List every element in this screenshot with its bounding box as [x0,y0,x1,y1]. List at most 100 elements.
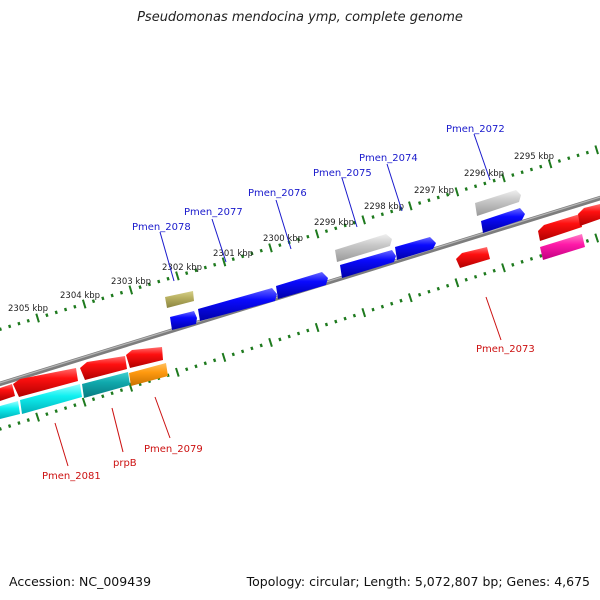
gene-feature[interactable] [475,190,521,216]
gene-label[interactable]: Pmen_2075 [313,168,372,179]
scale-major-tick [81,299,87,309]
gene-feature[interactable] [165,291,194,308]
scale-minor-tick [203,265,207,270]
scale-minor-tick [138,285,142,290]
gene-feature[interactable] [13,368,78,397]
scale-minor-tick [529,167,534,172]
scale-minor-tick [119,388,124,393]
scale-minor-tick [101,394,105,399]
scale-minor-tick [250,346,254,351]
gene-feature[interactable] [395,237,436,260]
scale-minor-tick [445,192,450,197]
scale-minor-tick [240,254,245,259]
scale-minor-tick [296,237,301,242]
scale-label: 2305 kbp [8,304,48,314]
scale-minor-tick [213,262,217,267]
gene-feature[interactable] [481,208,525,233]
scale-minor-tick [45,313,49,318]
scale-major-tick [221,257,227,267]
scale-minor-tick [483,271,487,276]
scale-major-tick [314,322,320,333]
scale-major-tick [268,337,273,348]
scale-minor-tick [464,277,468,282]
scale-minor-tick [250,251,254,256]
scale-major-tick [501,263,506,273]
scale-minor-tick [436,195,440,200]
gene-label[interactable]: Pmen_2079 [144,444,203,455]
gene-feature[interactable] [578,204,600,226]
gene-feature[interactable] [540,234,585,260]
scale-major-tick [35,412,40,422]
gene-feature[interactable] [80,356,127,380]
scale-minor-tick [576,153,580,158]
scale-minor-tick [110,293,114,298]
scale-minor-tick [203,361,207,366]
scale-minor-tick [185,367,189,372]
scale-major-tick [547,159,553,169]
scale-major-tick [454,187,460,197]
scale-major-tick [81,397,87,407]
scale-minor-tick [427,289,431,294]
gene-label[interactable]: Pmen_2076 [248,188,307,199]
gene-feature[interactable] [170,311,197,330]
scale-major-tick [361,215,366,225]
scale-minor-tick [473,274,478,279]
scale-label: 2303 kbp [111,277,151,287]
scale-minor-tick [334,319,338,324]
scale-minor-tick [278,243,282,247]
gene-feature[interactable] [82,372,130,398]
gene-feature[interactable] [198,288,277,321]
gene-label[interactable]: Pmen_2077 [184,207,243,218]
gene-feature[interactable] [538,214,582,241]
gene-feature[interactable] [0,384,15,401]
reverse-strand-genes [0,204,600,419]
scale-minor-tick [101,296,105,301]
gene-feature[interactable] [126,347,163,368]
gene-feature[interactable] [20,384,82,414]
scale-major-tick [594,145,599,155]
scale-label: 2302 kbp [162,263,202,273]
gene-feature[interactable] [456,247,490,268]
gene-label[interactable]: Pmen_2073 [476,344,535,355]
scale-minor-tick [212,358,217,363]
gene-feature[interactable] [129,363,168,386]
scale-minor-tick [390,209,394,214]
scale-minor-tick [8,324,12,329]
scale-label: 2296 kbp [464,169,504,179]
scale-minor-tick [511,262,515,267]
scale-minor-tick [324,229,329,233]
gene-feature[interactable] [335,234,392,262]
scale-minor-tick [352,313,357,318]
scale-minor-tick [26,318,30,323]
scale-minor-tick [54,409,58,413]
scale-major-tick [408,201,413,211]
scale-minor-tick [585,150,589,155]
map-title: Pseudomonas mendocina ymp, complete geno… [137,10,463,25]
scale-major-tick [221,352,227,362]
scale-major-tick [175,271,180,281]
inner-scale-ring [0,233,600,431]
scale-label: 2298 kbp [364,202,404,212]
gene-labels: Pmen_2078 Pmen_2077 Pmen_2076 Pmen_2075 … [42,124,535,482]
scale-minor-tick [324,322,329,327]
gene-label[interactable]: Pmen_2072 [446,124,505,135]
scale-minor-tick [380,304,385,309]
gene-label[interactable]: Pmen_2081 [42,471,101,482]
scale-minor-tick [287,334,291,339]
gene-label[interactable]: Pmen_2074 [359,153,418,164]
scale-minor-tick [194,268,198,273]
scale-minor-tick [17,321,21,326]
scale-minor-tick [417,292,422,297]
scale-minor-tick [334,226,338,231]
scale-minor-tick [520,259,524,264]
gene-label[interactable]: prpB [113,458,137,469]
gene-feature[interactable] [276,272,328,299]
scale-minor-tick [278,337,282,342]
scale-minor-tick [26,418,30,422]
scale-minor-tick [529,257,534,261]
gene-feature[interactable] [340,250,396,278]
scale-minor-tick [371,307,375,312]
gene-label[interactable]: Pmen_2078 [132,222,191,233]
scale-minor-tick [557,159,562,163]
gene-feature[interactable] [0,401,20,419]
